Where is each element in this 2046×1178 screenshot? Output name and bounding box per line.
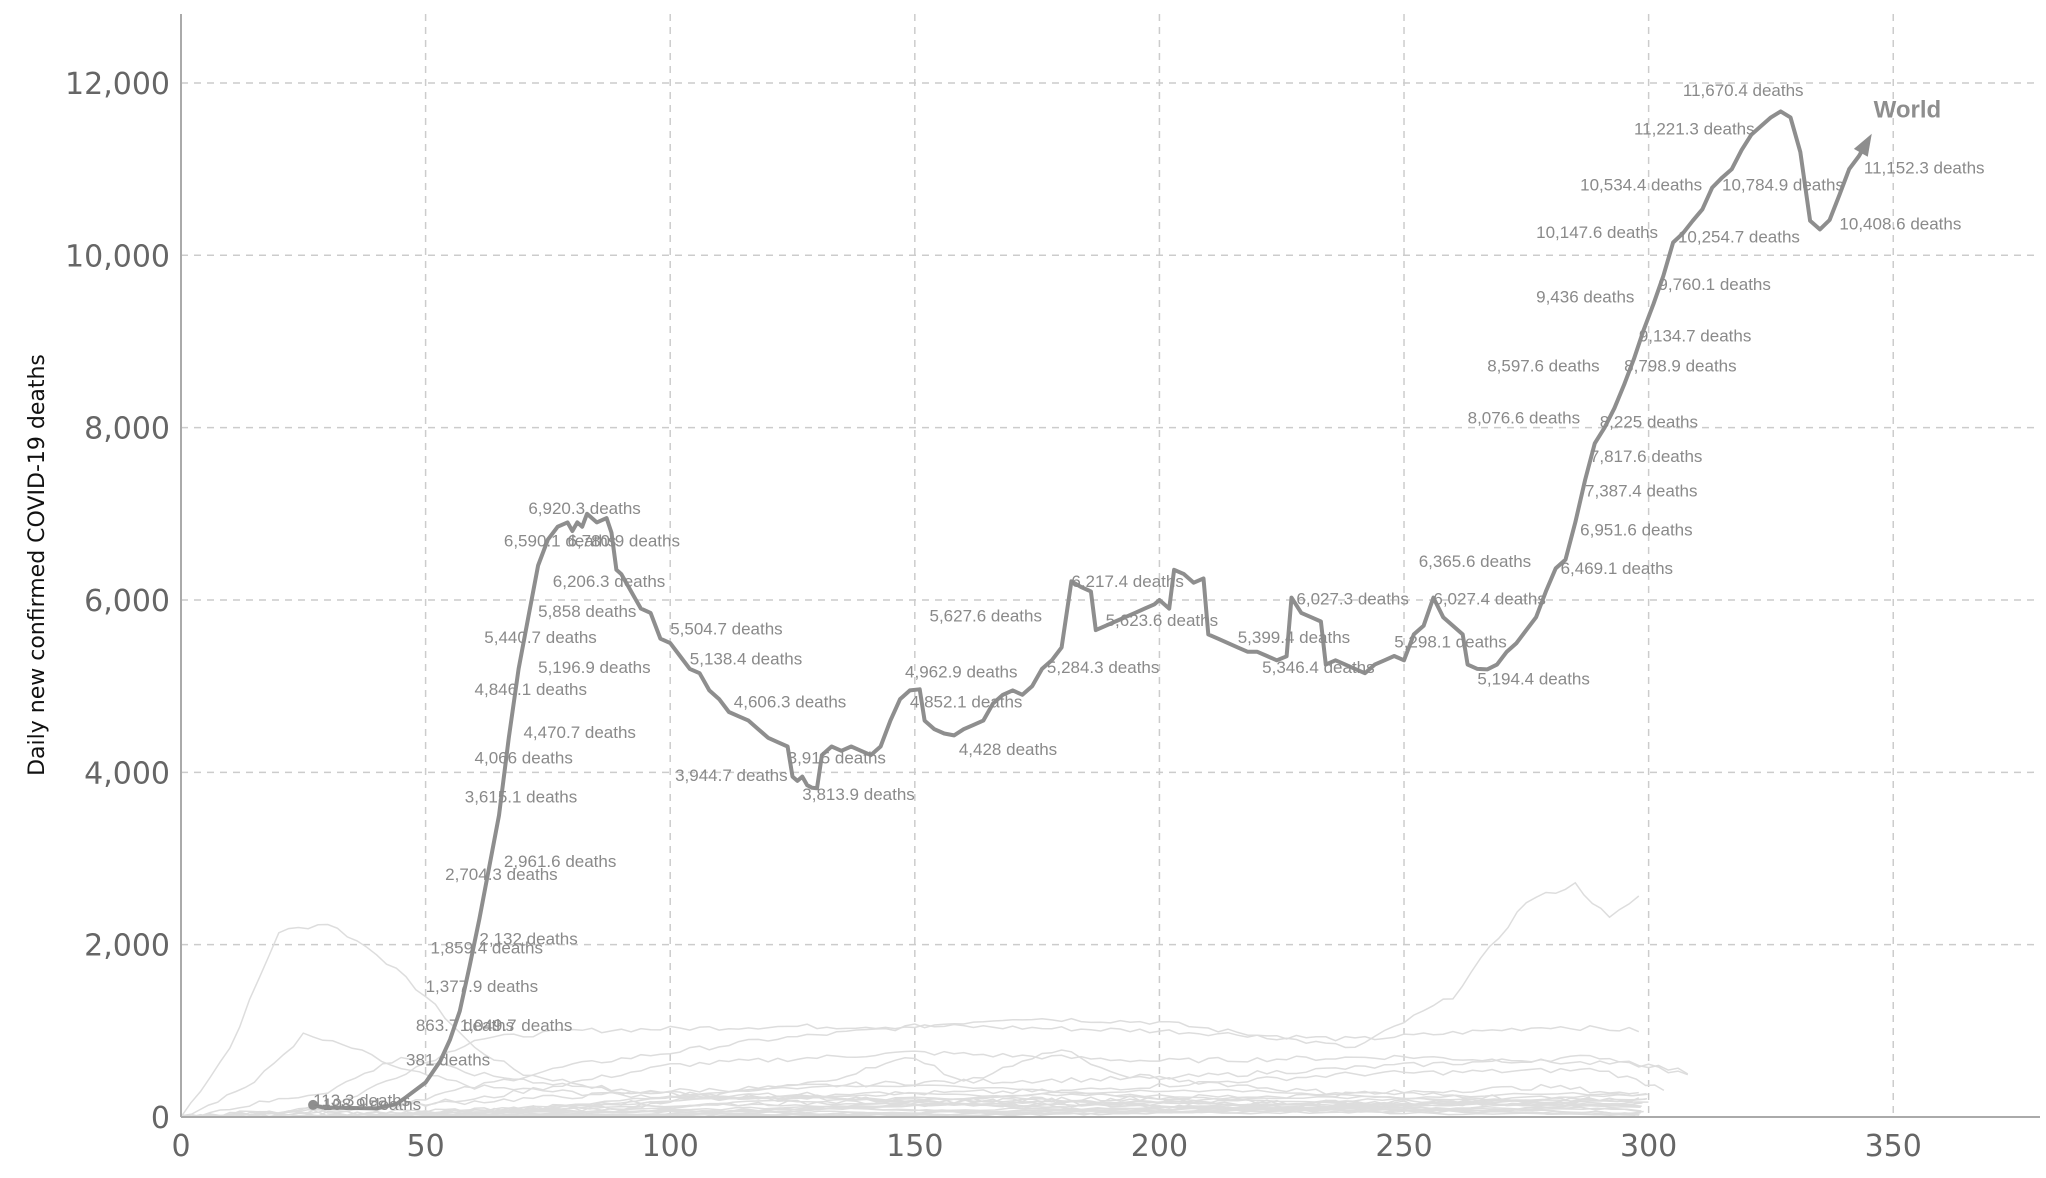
country-series-line xyxy=(180,1054,1689,1118)
data-annotation: 5,284.3 deaths xyxy=(1047,658,1159,677)
y-tick-label: 0 xyxy=(151,1101,170,1136)
data-annotation: 8,225 deaths xyxy=(1600,413,1698,432)
data-annotation: 11,152.3 deaths xyxy=(1864,158,1985,177)
data-annotation: 6,206.3 deaths xyxy=(553,572,665,591)
data-annotation: 3,915 deaths xyxy=(788,749,886,768)
data-annotation: 5,440.7 deaths xyxy=(484,628,596,647)
data-annotation: 5,627.6 deaths xyxy=(929,607,1041,626)
data-annotation: 4,470.7 deaths xyxy=(523,723,635,742)
world-series-label: World xyxy=(1874,96,1942,123)
country-series-line xyxy=(180,881,1640,1118)
data-annotation: 1,049.7 deaths xyxy=(460,1016,572,1035)
data-annotation: 9,436 deaths xyxy=(1536,288,1634,307)
world-series-start-marker xyxy=(308,1099,319,1110)
data-annotation: 5,504.7 deaths xyxy=(670,619,782,638)
data-annotation: 4,962.9 deaths xyxy=(905,663,1017,682)
country-series-line xyxy=(181,1083,1639,1118)
data-annotation: 6,920.3 deaths xyxy=(528,499,640,518)
data-annotation: 8,798.9 deaths xyxy=(1624,357,1736,376)
data-annotation: 8,597.6 deaths xyxy=(1487,357,1599,376)
data-annotation: 4,846.1 deaths xyxy=(475,680,587,699)
x-tick-label: 250 xyxy=(1375,1129,1432,1164)
data-annotation: 5,623.6 deaths xyxy=(1106,611,1218,630)
data-annotation: 113.3 deaths xyxy=(313,1091,410,1110)
data-annotation: 6,951.6 deaths xyxy=(1580,520,1692,539)
background-series xyxy=(180,881,1689,1118)
y-tick-label: 8,000 xyxy=(84,412,170,447)
data-annotation: 5,399.4 deaths xyxy=(1238,628,1350,647)
data-annotation: 3,615.1 deaths xyxy=(465,787,577,806)
data-annotation: 6,217.4 deaths xyxy=(1071,572,1183,591)
data-annotation: 5,298.1 deaths xyxy=(1394,632,1506,651)
data-annotation: 10,408.6 deaths xyxy=(1839,214,1961,233)
x-tick-label: 300 xyxy=(1620,1129,1677,1164)
x-tick-label: 200 xyxy=(1131,1129,1188,1164)
data-annotation: 9,134.7 deaths xyxy=(1639,326,1751,345)
data-annotation: 3,813.9 deaths xyxy=(802,785,914,804)
x-tick-label: 0 xyxy=(171,1129,190,1164)
x-tick-label: 100 xyxy=(642,1129,699,1164)
country-series-line xyxy=(461,1100,1636,1118)
data-annotation: 5,858 deaths xyxy=(538,602,636,621)
axes xyxy=(180,14,2040,1118)
data-annotation: 6,590.1 deaths xyxy=(504,532,616,551)
tick-labels: 0 50 100 150 200 250 300 350 0 2,000 4,000 6,000 8,0… xyxy=(65,67,1922,1164)
x-tick-label: 150 xyxy=(886,1129,943,1164)
country-series-line xyxy=(414,1093,1648,1117)
gridlines xyxy=(181,14,2040,1117)
data-annotation: 3,944.7 deaths xyxy=(675,766,787,785)
y-tick-label: 10,000 xyxy=(65,239,170,274)
world-series-line xyxy=(312,109,1871,1111)
data-annotation: 10,254.7 deaths xyxy=(1678,227,1800,246)
country-series-line xyxy=(181,1023,1640,1118)
data-annotation: 8,076.6 deaths xyxy=(1468,408,1580,427)
y-axis-label: Daily new confirmed COVID-19 deaths xyxy=(25,354,50,776)
data-annotation: 1,377.9 deaths xyxy=(426,977,538,996)
y-tick-label: 2,000 xyxy=(84,929,170,964)
data-annotation: 4,852.1 deaths xyxy=(910,693,1022,712)
world-series-end-arrow xyxy=(1853,133,1872,157)
data-annotation: 7,817.6 deaths xyxy=(1590,447,1702,466)
data-annotation: 1,859.4 deaths xyxy=(430,938,542,957)
x-tick-label: 350 xyxy=(1865,1129,1922,1164)
y-tick-label: 12,000 xyxy=(65,67,170,102)
y-tick-label: 4,000 xyxy=(84,756,170,791)
y-tick-label: 6,000 xyxy=(84,584,170,619)
data-annotation: 5,194.4 deaths xyxy=(1477,669,1589,688)
data-annotation: 4,606.3 deaths xyxy=(734,693,846,712)
data-annotation: 108.9 deaths xyxy=(323,1095,421,1114)
data-annotation: 6,365.6 deaths xyxy=(1419,552,1531,571)
world-series: World xyxy=(308,96,1942,1111)
data-annotation: 10,784.9 deaths xyxy=(1722,176,1844,195)
data-annotation: 7,387.4 deaths xyxy=(1585,482,1697,501)
data-annotation: 9,760.1 deaths xyxy=(1658,275,1770,294)
data-annotation: 6,780.9 deaths xyxy=(567,532,679,551)
data-annotation: 2,132 deaths xyxy=(479,930,577,949)
data-annotation: 5,138.4 deaths xyxy=(690,650,802,669)
data-annotation: 10,147.6 deaths xyxy=(1536,223,1658,242)
data-annotation: 11,670.4 deaths xyxy=(1683,81,1804,100)
data-annotation: 2,704.3 deaths xyxy=(445,865,557,884)
data-annotation: 863.7 deaths xyxy=(416,1016,514,1035)
data-annotation: 6,027.4 deaths xyxy=(1433,589,1545,608)
data-annotation: 5,196.9 deaths xyxy=(538,658,650,677)
data-annotation: 4,428 deaths xyxy=(959,740,1057,759)
data-annotation: 6,027.3 deaths xyxy=(1296,589,1408,608)
data-annotation: 10,534.4 deaths xyxy=(1580,176,1702,195)
data-annotation: 2,961.6 deaths xyxy=(504,852,616,871)
x-tick-label: 50 xyxy=(407,1129,445,1164)
country-series-line xyxy=(180,923,1640,1118)
data-annotation: 381 deaths xyxy=(406,1050,490,1069)
data-annotation: 4,066 deaths xyxy=(475,749,573,768)
data-annotation: 5,346.4 deaths xyxy=(1262,658,1374,677)
data-annotation: 6,469.1 deaths xyxy=(1561,559,1673,578)
data-annotation: 11,221.3 deaths xyxy=(1634,120,1755,139)
